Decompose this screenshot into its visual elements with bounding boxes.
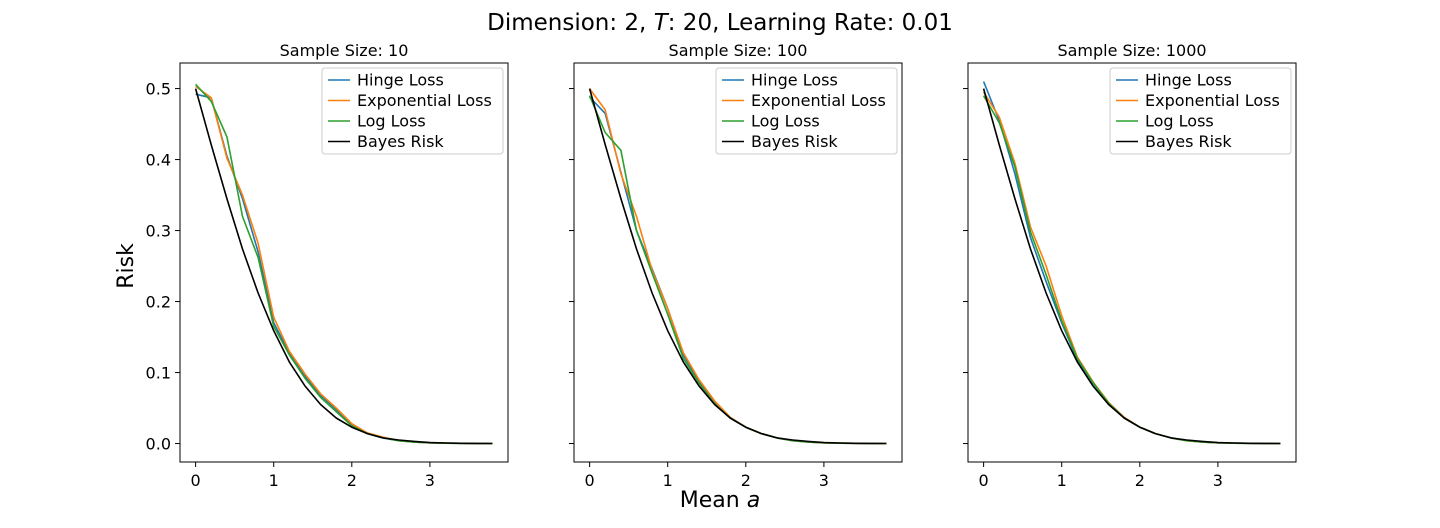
legend-label: Bayes Risk <box>751 132 838 151</box>
x-tick-label: 2 <box>1135 471 1145 490</box>
x-tick-label: 0 <box>585 471 595 490</box>
legend-frame <box>321 67 504 155</box>
y-tick-label: 0.3 <box>146 222 171 241</box>
series-line-bayes <box>194 88 493 445</box>
axes-frame <box>967 62 1297 463</box>
legend-label: Hinge Loss <box>751 71 838 90</box>
x-tick-label: 0 <box>979 471 989 490</box>
panel-title: Sample Size: 1000 <box>1057 41 1206 60</box>
panel-title: Sample Size: 100 <box>669 41 808 60</box>
legend-frame <box>715 67 898 155</box>
x-tick-label: 1 <box>1057 471 1067 490</box>
legend-label: Exponential Loss <box>1145 91 1280 110</box>
figure-title: Dimension: 2, T: 20, Learning Rate: 0.01 <box>487 10 953 36</box>
y-tick-label: 0.1 <box>146 364 171 383</box>
x-axis-label-var: a <box>747 488 760 513</box>
x-axis-label: Mean a <box>680 488 760 513</box>
legend-label: Bayes Risk <box>357 132 444 151</box>
legend-label: Bayes Risk <box>1145 132 1232 151</box>
legend-label: Log Loss <box>751 112 820 131</box>
x-tick-label: 2 <box>347 471 357 490</box>
x-tick-label: 1 <box>269 471 279 490</box>
figure-title-suffix: : 20, Learning Rate: 0.01 <box>668 10 953 36</box>
y-axis-label: Risk <box>114 243 139 289</box>
axes-frame <box>179 62 509 463</box>
series-line-bayes <box>982 88 1281 445</box>
figure-title-prefix: Dimension: 2, <box>487 10 654 36</box>
series-line-bayes <box>588 88 887 445</box>
y-tick-label: 0.4 <box>146 151 171 170</box>
legend-label: Exponential Loss <box>357 91 492 110</box>
panel-2: Sample Size: 100 0 1 2 3 Hinge LossExponentia… <box>569 41 903 490</box>
y-tick-label: 0.0 <box>146 435 171 454</box>
legend-label: Hinge Loss <box>357 71 444 90</box>
x-tick-label: 0 <box>191 471 201 490</box>
legend-label: Exponential Loss <box>751 91 886 110</box>
legend-label: Log Loss <box>357 112 426 131</box>
y-tick-label: 0.2 <box>146 293 171 312</box>
x-tick-label: 1 <box>663 471 673 490</box>
panel-1: Sample Size: 10 0.0 0.1 0.2 0.3 0.4 0.5 0 1 2 3 Hin… <box>146 41 509 490</box>
figure-title-t: T <box>654 10 670 36</box>
x-tick-label: 3 <box>1213 471 1223 490</box>
panel-3: Sample Size: 1000 0 1 2 3 Hinge LossExponenti… <box>963 41 1297 490</box>
axes-frame <box>573 62 903 463</box>
x-axis-label-prefix: Mean <box>680 488 747 513</box>
x-tick-label: 3 <box>819 471 829 490</box>
legend-label: Log Loss <box>1145 112 1214 131</box>
panel-title: Sample Size: 10 <box>280 41 409 60</box>
legend-frame <box>1109 67 1292 155</box>
legend-label: Hinge Loss <box>1145 71 1232 90</box>
x-tick-label: 2 <box>741 471 751 490</box>
y-tick-label: 0.5 <box>146 80 171 99</box>
x-tick-label: 3 <box>425 471 435 490</box>
